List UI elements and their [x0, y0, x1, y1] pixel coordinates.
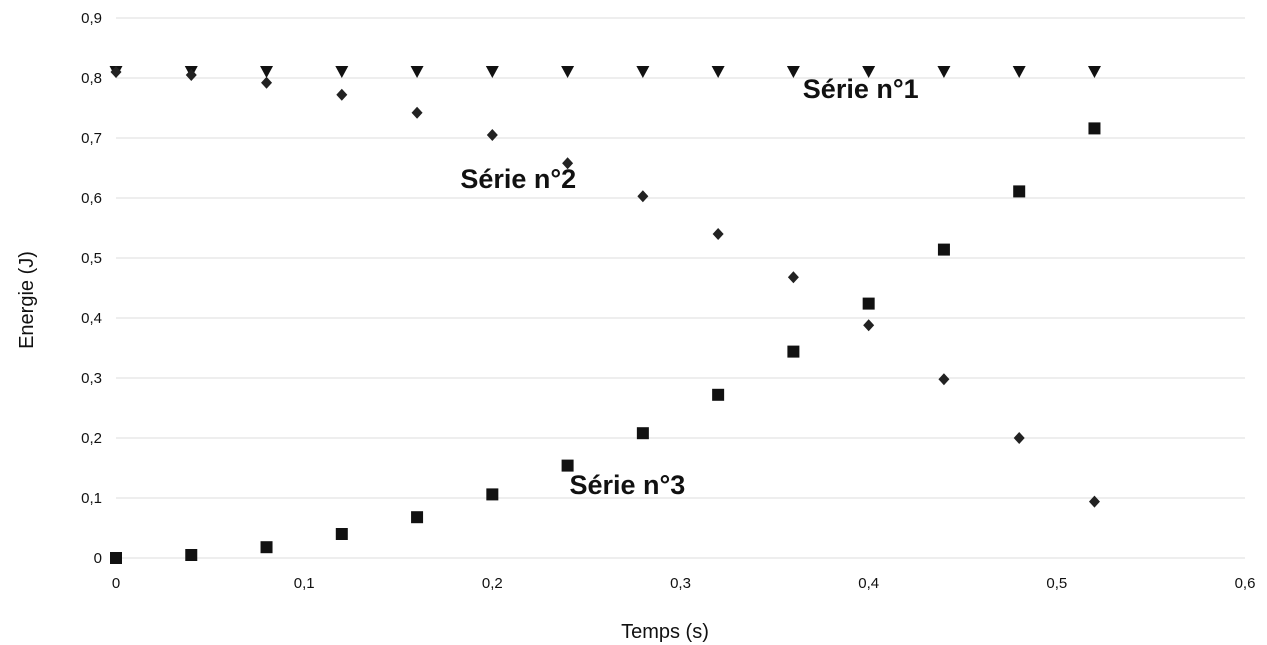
- series-1-point: [485, 66, 499, 78]
- y-tick-label: 0,3: [81, 370, 102, 387]
- y-axis-title: Energie (J): [16, 251, 38, 349]
- series-3-point: [260, 541, 273, 554]
- series-1-point: [410, 66, 424, 78]
- x-tick-label: 0,3: [670, 575, 691, 592]
- series-1-point: [636, 66, 650, 78]
- series-3-point: [486, 488, 499, 501]
- series-2-point: [562, 157, 574, 170]
- series-1-point: [1012, 66, 1026, 78]
- series-2-point: [1088, 495, 1100, 508]
- x-tick-labels: 0 0,1 0,2 0,3 0,4 0,5 0,6: [112, 575, 1256, 592]
- series-2-point: [411, 106, 423, 119]
- series-2-point: [787, 271, 799, 284]
- series-annotations: Série n°1 Série n°2 Série n°3: [460, 74, 918, 500]
- series-2-point: [637, 190, 649, 203]
- series-2-point: [110, 66, 122, 78]
- series-2-point: [863, 319, 875, 332]
- y-tick-label: 0,5: [81, 250, 102, 267]
- x-tick-label: 0,4: [858, 575, 879, 592]
- y-tick-label: 0,8: [81, 70, 102, 87]
- series-1-point: [1087, 66, 1101, 78]
- x-tick-label: 0,5: [1046, 575, 1067, 592]
- series-2-point: [938, 373, 950, 386]
- y-tick-label: 0,6: [81, 190, 102, 207]
- series-2-point: [1013, 432, 1025, 444]
- y-tick-label: 0,9: [81, 10, 102, 27]
- series-3-point: [185, 549, 198, 561]
- series-1-annotation: Série n°1: [803, 74, 919, 104]
- series-1-point: [711, 66, 725, 78]
- y-tick-label: 0: [94, 550, 102, 567]
- series-2-point: [185, 69, 197, 81]
- series-3-point: [636, 427, 649, 440]
- x-tick-label: 0,2: [482, 575, 503, 592]
- series-2-annotation: Série n°2: [460, 164, 576, 194]
- x-tick-label: 0,1: [294, 575, 315, 592]
- series-3-point: [937, 243, 950, 256]
- series-3-point: [335, 528, 348, 540]
- data-points: [109, 66, 1101, 564]
- y-tick-label: 0,1: [81, 490, 102, 507]
- series-3-annotation: Série n°3: [569, 470, 685, 500]
- grid-lines: [116, 17, 1245, 559]
- series-1-point: [260, 66, 274, 78]
- y-tick-labels: 0 0,1 0,2 0,3 0,4 0,5 0,6 0,7 0,8 0,9: [81, 10, 102, 567]
- x-axis-title: Temps (s): [621, 621, 709, 643]
- series-2-point: [261, 76, 273, 89]
- series-3-point: [110, 552, 122, 564]
- series-3-point: [787, 345, 800, 358]
- series-1-point: [335, 66, 349, 78]
- series-3-point: [411, 511, 424, 524]
- y-tick-label: 0,7: [81, 130, 102, 147]
- series-2-point: [712, 228, 724, 240]
- series-1-point: [862, 66, 876, 78]
- y-tick-label: 0,4: [81, 310, 102, 327]
- x-tick-label: 0: [112, 575, 120, 592]
- y-tick-label: 0,2: [81, 430, 102, 447]
- series-2-point: [486, 129, 498, 141]
- series-3-point: [1013, 185, 1026, 198]
- series-3-point: [712, 388, 725, 401]
- series-1-point: [561, 66, 575, 78]
- series-3-point: [862, 297, 875, 310]
- series-2-point: [336, 88, 348, 101]
- series-1-point: [937, 66, 951, 78]
- x-tick-label: 0,6: [1235, 575, 1256, 592]
- series-1-point: [786, 66, 800, 78]
- series-3-point: [561, 459, 574, 472]
- series-3-point: [1088, 122, 1101, 135]
